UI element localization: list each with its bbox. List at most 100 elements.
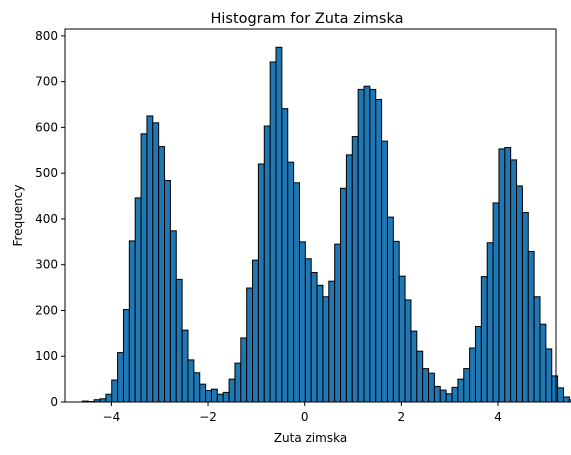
histogram-bar [545, 348, 553, 403]
histogram-bar [504, 147, 512, 403]
histogram-bar [169, 230, 177, 403]
histogram-bar [175, 278, 183, 403]
histogram-bar [557, 387, 564, 403]
histogram-bar [516, 185, 523, 403]
y-tick-label: 800 [35, 29, 58, 43]
histogram-bars [81, 46, 571, 403]
histogram-bar [486, 242, 494, 403]
histogram-bar [416, 350, 424, 403]
x-axis: −4 −2 0 2 4 [103, 402, 502, 424]
histogram-bar [205, 390, 212, 403]
x-tick-label: 2 [398, 410, 406, 424]
histogram-bar [304, 258, 312, 403]
histogram-bar [345, 154, 353, 403]
histogram-bar [199, 383, 207, 403]
histogram-bar [469, 347, 476, 403]
y-tick-label: 700 [35, 75, 58, 89]
histogram-bar [398, 275, 406, 403]
histogram-bar [510, 159, 518, 403]
histogram-bar [410, 330, 418, 403]
histogram-bar [146, 115, 154, 403]
histogram-bar [246, 287, 254, 403]
x-tick-label: −2 [199, 410, 217, 424]
histogram-bar [369, 88, 377, 403]
histogram-bar [257, 163, 265, 403]
histogram-bar [568, 399, 571, 403]
histogram-bar [533, 296, 541, 403]
x-tick-label: −4 [103, 410, 121, 424]
histogram-bar [498, 148, 506, 403]
histogram-bar [210, 388, 218, 403]
histogram-bar [334, 243, 342, 403]
histogram-bar [240, 337, 248, 403]
y-tick-label: 600 [35, 120, 58, 134]
histogram-bar [181, 329, 189, 403]
y-tick-label: 0 [50, 395, 58, 409]
histogram-bar [457, 378, 465, 403]
plot-frame [64, 28, 557, 403]
histogram-bar [492, 202, 500, 403]
y-axis-label: Frequency [11, 185, 25, 247]
histogram-bar [322, 296, 330, 403]
histogram-bar [527, 250, 535, 403]
x-axis-label: Zuta zimska [274, 431, 347, 445]
histogram-bar [428, 372, 435, 403]
histogram-bar [152, 122, 160, 403]
histogram-bar [263, 125, 271, 403]
histogram-bar [404, 299, 412, 403]
histogram-bar [351, 136, 359, 403]
histogram-bar [363, 85, 371, 403]
histogram-bar [328, 280, 336, 403]
histogram-bar [357, 88, 365, 403]
histogram-bar [340, 187, 347, 403]
histogram-bar [122, 309, 130, 403]
histogram-bar [287, 161, 295, 403]
histogram-bar [128, 240, 136, 403]
histogram-bar [222, 391, 230, 403]
x-tick-label: 0 [301, 410, 309, 424]
histogram-bar [539, 323, 547, 403]
histogram-bar [293, 182, 300, 403]
chart-title: Histogram for Zuta zimska [210, 11, 403, 27]
histogram-bar [111, 379, 119, 403]
y-tick-label: 300 [35, 258, 58, 272]
histogram-bar [140, 133, 148, 403]
histogram-bar [298, 241, 306, 403]
y-tick-label: 100 [35, 349, 58, 363]
histogram-bar [474, 325, 482, 403]
histogram-bar [381, 140, 388, 403]
x-tick-label: 4 [494, 410, 502, 424]
histogram-bar [105, 393, 113, 403]
histogram-bar [275, 46, 283, 403]
histogram-bar [439, 389, 447, 403]
histogram-bar [216, 393, 224, 403]
histogram-bar [392, 240, 400, 403]
histogram-bar [480, 276, 488, 403]
histogram-bar [386, 216, 394, 403]
histogram-bar [281, 108, 289, 403]
histogram-bar [463, 368, 471, 403]
histogram-bar [551, 375, 559, 403]
y-tick-label: 400 [35, 212, 58, 226]
histogram-bar [269, 61, 277, 403]
histogram-bar [451, 386, 459, 403]
y-tick-label: 200 [35, 303, 58, 317]
histogram-bar [433, 385, 441, 403]
y-axis: 0 100 200 300 400 500 600 700 800 [35, 29, 65, 409]
histogram-bar [117, 352, 124, 403]
histogram-bar [422, 368, 430, 403]
histogram-bar [164, 179, 171, 403]
histogram-bar [316, 284, 324, 403]
histogram-bar [134, 197, 142, 403]
histogram-bar [228, 378, 236, 403]
histogram-bar [562, 396, 570, 403]
histogram-bar [310, 271, 318, 403]
y-tick-label: 500 [35, 166, 58, 180]
histogram-bar [445, 393, 453, 403]
histogram-bar [193, 372, 201, 403]
histogram-bar [158, 146, 166, 403]
histogram-bar [187, 359, 195, 403]
histogram-bar [234, 362, 242, 403]
histogram-bar [252, 259, 259, 403]
